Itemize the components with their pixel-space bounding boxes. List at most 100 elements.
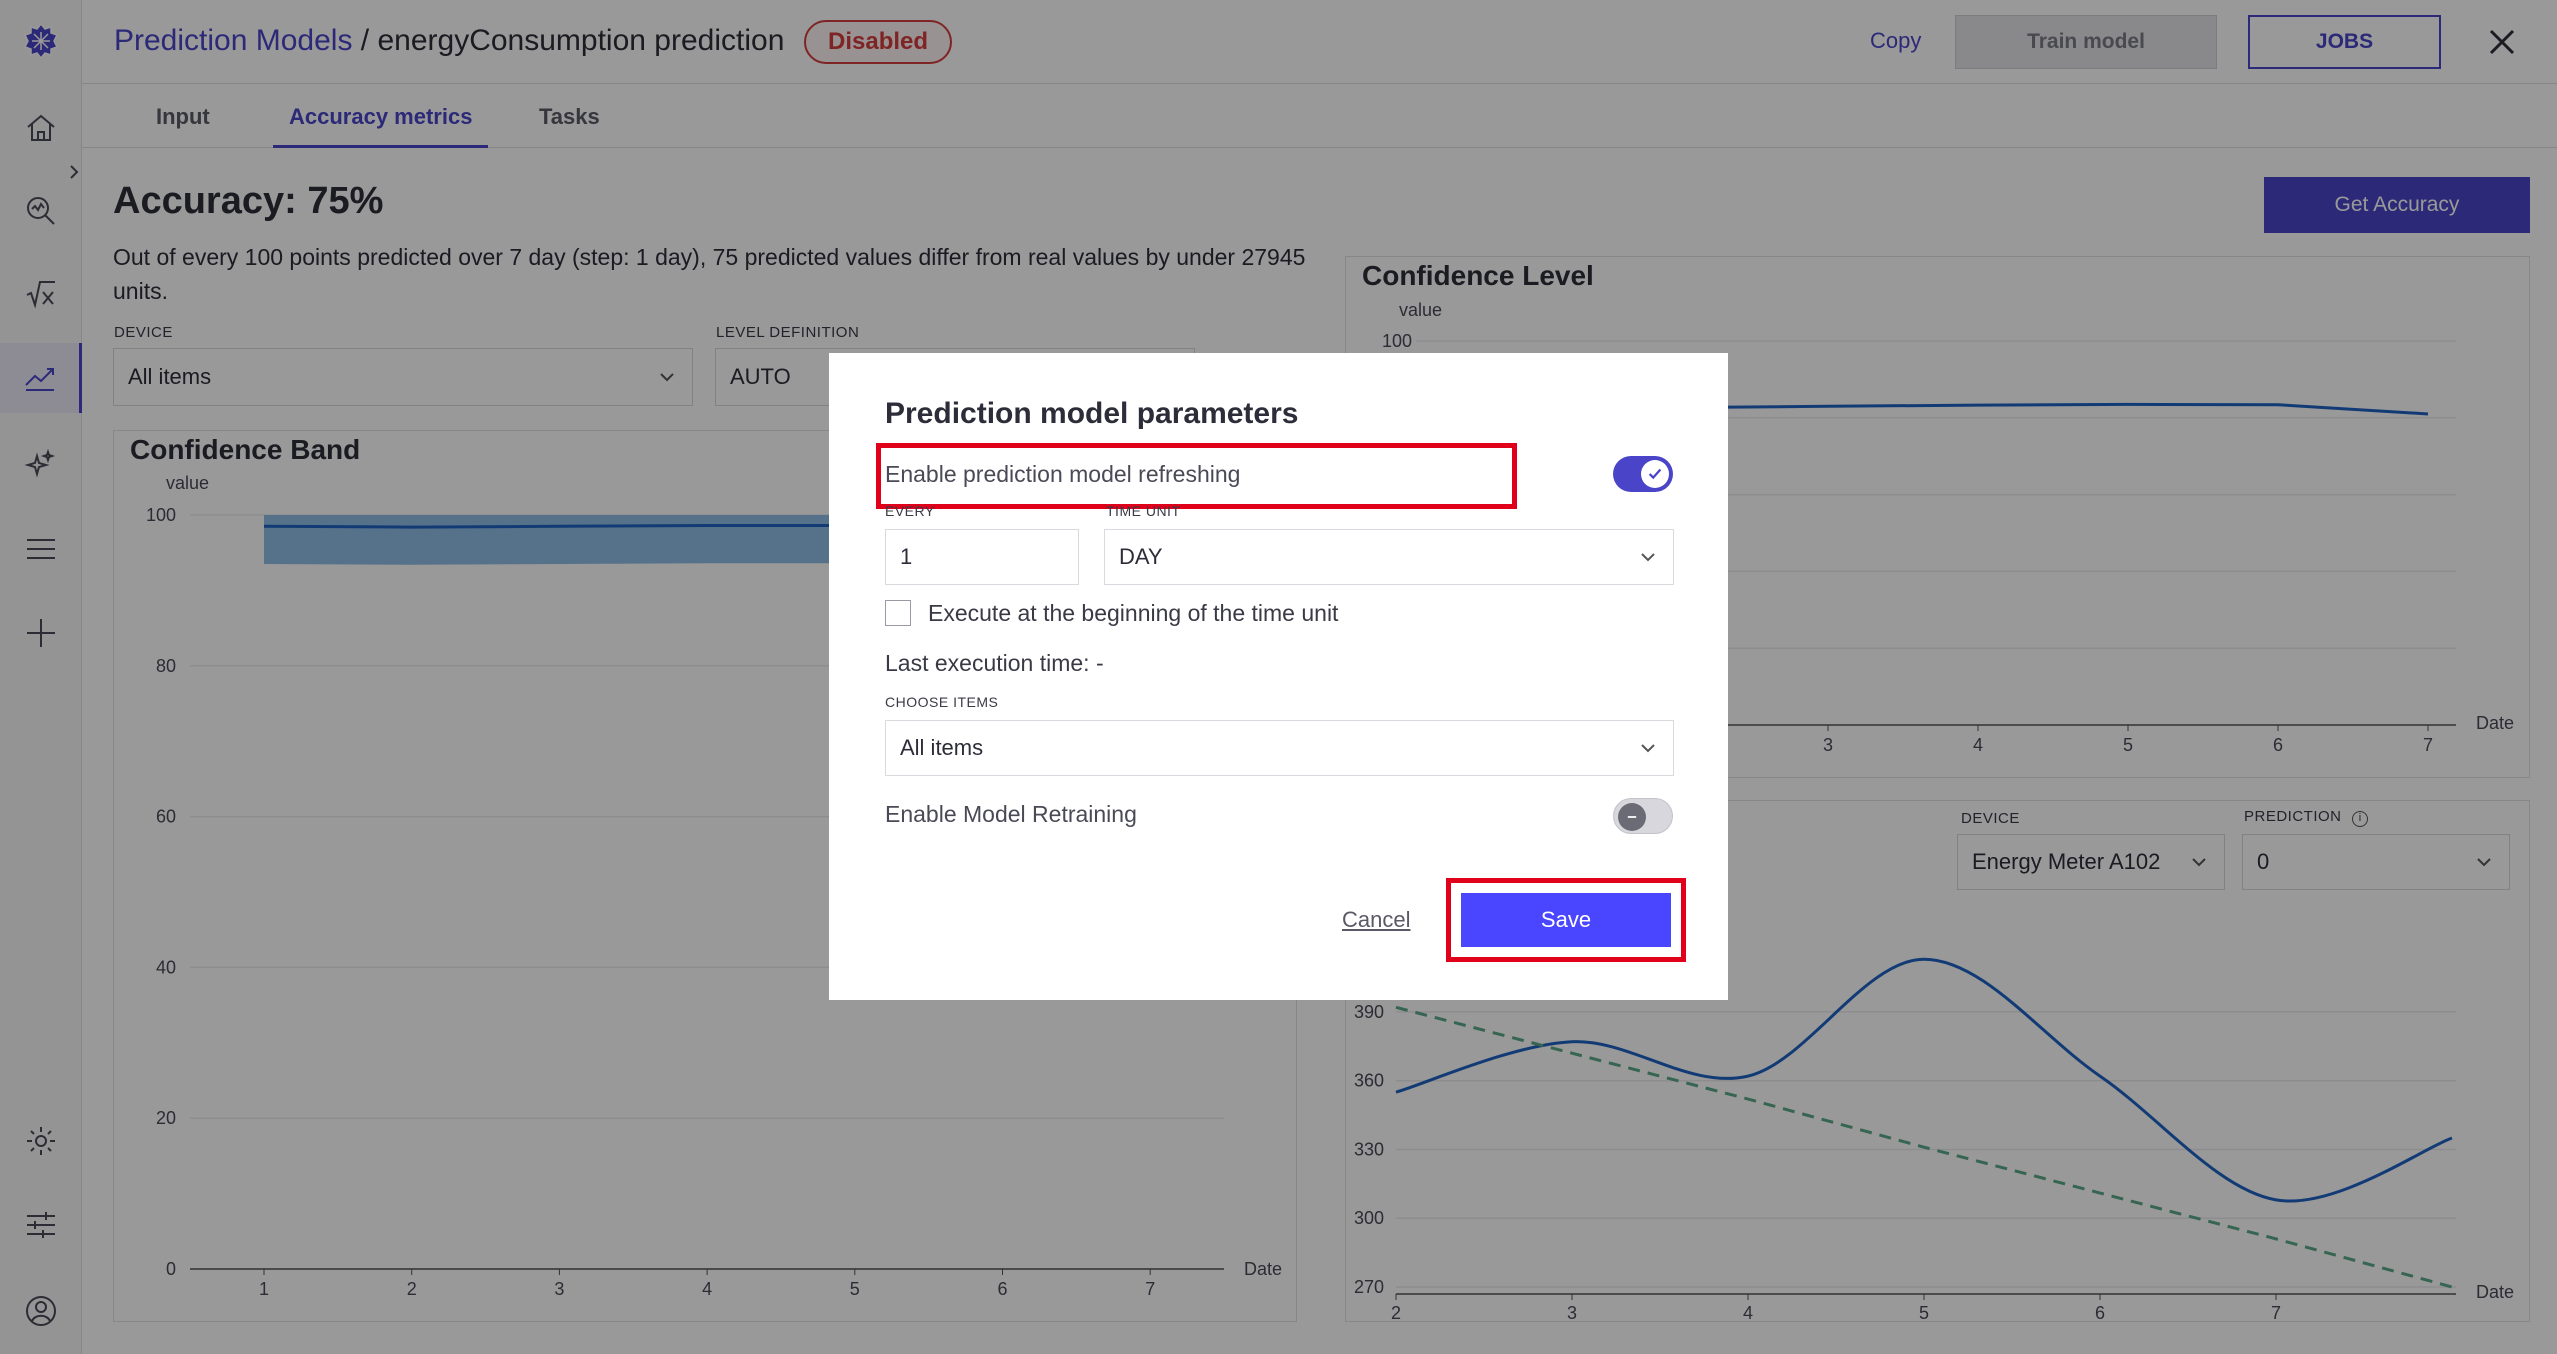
confidence-level-ylabel: value [1399, 300, 1442, 320]
x-tick-label: 7 [1145, 1279, 1155, 1299]
prediction-x-ticks: 2 3 4 5 6 7 [1391, 1294, 2281, 1323]
x-tick-label: 7 [2423, 735, 2433, 755]
prediction-device-select[interactable]: Energy Meter A102 [1957, 834, 2225, 890]
prediction-actual-line [1395, 957, 2453, 1203]
y-tick-label: 360 [1354, 1071, 1384, 1091]
cancel-button[interactable]: Cancel [1342, 907, 1411, 932]
time-unit-value: DAY [1119, 544, 1163, 569]
close-icon[interactable] [2482, 22, 2522, 62]
get-accuracy-button[interactable]: Get Accuracy [2264, 177, 2530, 233]
chevron-down-icon [1641, 744, 1655, 753]
confidence-level-xlabel: Date [2476, 713, 2514, 733]
level-definition-label: LEVEL DEFINITION [716, 324, 860, 341]
expand-sidebar-chevron-icon[interactable] [60, 158, 88, 186]
x-tick-label: 5 [850, 1279, 860, 1299]
save-button[interactable]: Save [1461, 893, 1671, 947]
breadcrumb-separator: / [352, 24, 378, 57]
execute-beginning-checkbox[interactable] [885, 600, 911, 626]
highlight-save-button [1446, 878, 1686, 962]
execute-beginning-label: Execute at the beginning of the time uni… [928, 600, 1339, 626]
sidebar [0, 0, 82, 1354]
tab-input[interactable]: Input [156, 104, 210, 129]
toggle-knob [1641, 460, 1669, 488]
copy-button[interactable]: Copy [1870, 28, 1922, 53]
prediction-xlabel: Date [2476, 1282, 2514, 1302]
x-tick-label: 1 [259, 1279, 269, 1299]
choose-items-label: CHOOSE ITEMS [885, 694, 999, 710]
settings-gear-icon[interactable] [0, 1106, 82, 1176]
y-tick-label: 300 [1354, 1208, 1384, 1228]
analytics-search-icon[interactable] [0, 176, 82, 246]
chevron-down-icon [2192, 858, 2206, 867]
last-execution-time: Last execution time: - [885, 650, 1104, 676]
x-tick-label: 2 [1391, 1303, 1401, 1323]
confidence-level-title: Confidence Level [1362, 260, 1594, 291]
train-model-button[interactable]: Train model [1955, 15, 2217, 69]
x-tick-label: 2 [407, 1279, 417, 1299]
breadcrumb-link-prediction-models[interactable]: Prediction Models [114, 24, 353, 57]
confidence-band-chart: value 0 20 40 60 80 100 1 2 3 4 5 6 7 Date [146, 473, 1282, 1299]
app-logo-icon[interactable] [0, 6, 82, 76]
enable-refresh-toggle[interactable] [1613, 456, 1673, 492]
prediction-chart: 270 300 330 360 390 2 3 4 5 6 7 Date [1354, 957, 2514, 1323]
confidence-level-y-ticks: 100 [1382, 331, 1412, 351]
x-tick-label: 6 [2273, 735, 2283, 755]
time-unit-select[interactable]: DAY [1104, 529, 1674, 585]
sliders-icon[interactable] [0, 1190, 82, 1260]
prediction-trend-line [1395, 1005, 2453, 1289]
menu-list-icon[interactable] [0, 514, 82, 584]
x-tick-label: 3 [1567, 1303, 1577, 1323]
y-tick-label: 0 [166, 1259, 176, 1279]
dialog-title: Prediction model parameters [885, 397, 1299, 430]
sparkle-ai-icon[interactable] [0, 430, 82, 500]
add-icon[interactable] [0, 598, 82, 668]
minus-icon [1627, 816, 1637, 818]
jobs-button[interactable]: JOBS [2248, 15, 2441, 69]
check-icon [1648, 468, 1662, 480]
y-tick-label: 330 [1354, 1139, 1384, 1159]
device-select-value: All items [128, 364, 212, 389]
prediction-device-label: DEVICE [1961, 810, 2020, 827]
confidence-band-ylabel: value [166, 473, 209, 493]
confidence-level-series-line [1605, 402, 2429, 416]
every-input[interactable]: 1 [885, 529, 1079, 585]
trend-chart-icon[interactable] [0, 343, 82, 413]
every-value: 1 [900, 544, 913, 569]
breadcrumb: Prediction Models / energyConsumption pr… [114, 24, 784, 58]
x-tick-label: 3 [554, 1279, 564, 1299]
prediction-y-ticks: 270 300 330 360 390 [1354, 1002, 1384, 1297]
x-tick-label: 7 [2271, 1303, 2281, 1323]
device-select[interactable]: All items [113, 348, 693, 406]
choose-items-select[interactable]: All items [885, 720, 1674, 776]
retraining-toggle[interactable] [1613, 798, 1673, 834]
y-tick-label: 40 [156, 957, 176, 977]
x-tick-label: 4 [1743, 1303, 1753, 1323]
highlight-refresh-row [876, 443, 1517, 509]
chevron-down-icon [2477, 858, 2491, 867]
user-profile-icon[interactable] [0, 1276, 82, 1346]
info-icon[interactable]: i [2352, 811, 2369, 827]
tab-tasks[interactable]: Tasks [539, 104, 600, 129]
choose-items-value: All items [900, 735, 984, 760]
y-tick-label: 20 [156, 1108, 176, 1128]
y-tick-label: 390 [1354, 1002, 1384, 1022]
device-label: DEVICE [114, 324, 173, 341]
chevron-down-icon [660, 373, 674, 382]
x-tick-label: 6 [997, 1279, 1007, 1299]
toggle-knob [1618, 803, 1646, 831]
prediction-value: 0 [2257, 849, 2270, 874]
y-tick-label: 270 [1354, 1277, 1384, 1297]
retraining-label: Enable Model Retraining [885, 801, 1137, 827]
home-icon[interactable] [0, 93, 82, 163]
x-tick-label: 6 [2095, 1303, 2105, 1323]
confidence-band-y-ticks: 0 20 40 60 80 100 [146, 505, 176, 1279]
prediction-select[interactable]: 0 [2242, 834, 2510, 890]
level-definition-value: AUTO [730, 364, 791, 389]
formula-icon[interactable] [0, 259, 82, 329]
enable-refresh-label: Enable prediction model refreshing [885, 461, 1241, 487]
prediction-device-value: Energy Meter A102 [1972, 849, 2161, 874]
accuracy-title: Accuracy: 75% [113, 180, 384, 222]
x-tick-label: 5 [2123, 735, 2133, 755]
tab-accuracy-metrics[interactable]: Accuracy metrics [273, 104, 489, 148]
confidence-level-x-ticks: 3 4 5 6 7 [1823, 725, 2433, 755]
